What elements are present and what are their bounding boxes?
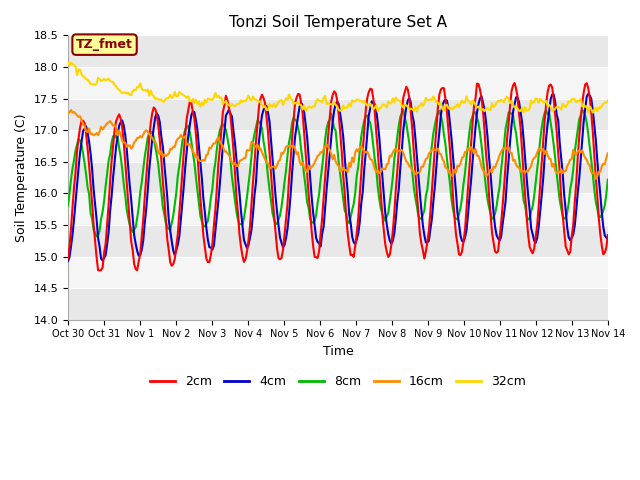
Bar — [68, 225, 608, 256]
Legend: 2cm, 4cm, 8cm, 16cm, 32cm: 2cm, 4cm, 8cm, 16cm, 32cm — [145, 370, 531, 393]
Bar — [68, 288, 608, 320]
Y-axis label: Soil Temperature (C): Soil Temperature (C) — [15, 113, 28, 242]
Bar — [68, 193, 608, 225]
Bar — [68, 130, 608, 162]
Bar — [68, 67, 608, 98]
Bar — [68, 162, 608, 193]
Bar — [68, 98, 608, 130]
Text: TZ_fmet: TZ_fmet — [76, 38, 133, 51]
Bar — [68, 256, 608, 288]
Title: Tonzi Soil Temperature Set A: Tonzi Soil Temperature Set A — [229, 15, 447, 30]
X-axis label: Time: Time — [323, 345, 353, 358]
Bar — [68, 36, 608, 67]
